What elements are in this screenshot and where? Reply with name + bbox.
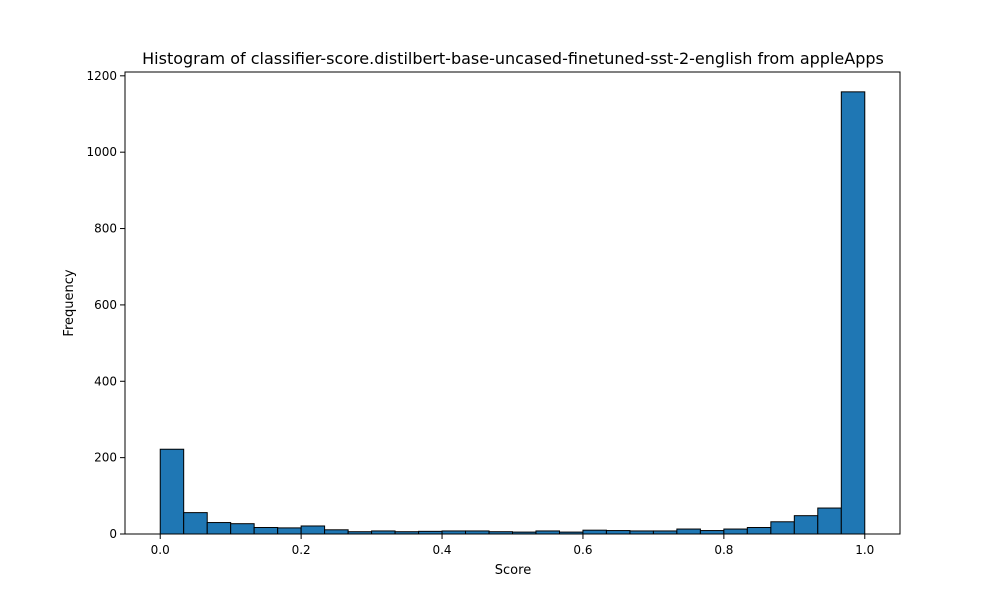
x-tick-label: 0.8 [714,543,733,557]
y-axis-label: Frequency [62,269,77,336]
histogram-bar [324,529,349,535]
y-tick-label: 1200 [86,69,117,83]
histogram-bar [770,521,795,535]
histogram-bar [253,527,279,535]
bars-group [159,91,866,535]
plot-frame [124,71,901,535]
x-axis-label: Score [495,563,531,578]
y-tick-label: 600 [94,298,117,312]
chart-title: Histogram of classifier-score.distilbert… [142,49,884,68]
y-tick-label: 0 [109,527,117,541]
histogram-bar [159,448,185,535]
histogram-bar [699,530,725,535]
histogram-bar [723,528,748,535]
x-tick-label: 0.2 [292,543,311,557]
x-tick-label: 0.4 [432,543,451,557]
y-tick-label: 1000 [86,145,117,159]
x-tick-label: 0.6 [573,543,592,557]
y-tick-label: 800 [94,222,117,236]
x-axis-ticks: 0.0 0.2 0.4 0.6 0.8 1.0 [151,534,874,557]
histogram-bar [746,527,772,535]
y-axis-ticks: 0 200 400 600 800 1000 1200 [86,69,125,541]
x-tick-label: 1.0 [855,543,874,557]
histogram-bar [277,527,302,535]
histogram-bar [183,512,208,535]
y-tick-label: 200 [94,451,117,465]
histogram-bar [605,530,631,535]
y-tick-label: 400 [94,374,117,388]
histogram-bar [817,507,842,535]
x-tick-label: 0.0 [151,543,170,557]
histogram-bar [582,529,607,535]
histogram-bar [676,528,701,535]
histogram-bar [793,515,819,535]
histogram-bar [300,525,326,535]
histogram-bar [206,522,232,535]
histogram-bar [840,91,866,535]
histogram-bar [230,523,255,535]
